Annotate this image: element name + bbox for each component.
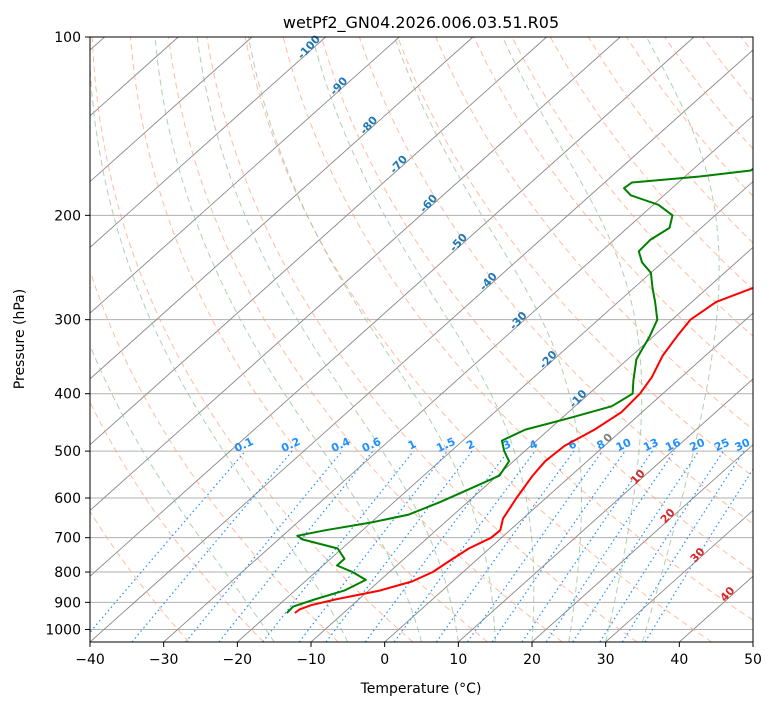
plot-frame bbox=[89, 36, 754, 643]
isotherm-line bbox=[458, 378, 753, 642]
chart-title: wetPf2_GN04.2026.006.03.51.R05 bbox=[283, 13, 559, 33]
dry-adiabat-line bbox=[168, 37, 563, 642]
y-axis-ticks: 100 200 300 400 500 600 700 800 900 1000 bbox=[45, 30, 90, 638]
mixing-ratio-label: 13 bbox=[641, 436, 660, 454]
x-tick-label: −20 bbox=[223, 652, 253, 668]
x-tick-label: −10 bbox=[296, 652, 326, 668]
dry-adiabat-line bbox=[91, 37, 414, 642]
mixing-ratio-label: 30 bbox=[733, 436, 753, 454]
isotherm-line bbox=[90, 37, 400, 314]
mixing-ratio-line bbox=[521, 450, 653, 642]
dry-adiabat-line bbox=[320, 37, 753, 573]
moist-adiabat-line bbox=[642, 37, 720, 642]
moist-adiabat-line bbox=[90, 344, 275, 642]
x-tick-label: 40 bbox=[670, 652, 688, 668]
x-axis-title: Temperature (°C) bbox=[360, 681, 482, 697]
isotherm-line bbox=[90, 37, 547, 446]
isotherm-line bbox=[605, 509, 753, 642]
y-tick-label: 400 bbox=[54, 387, 81, 403]
y-tick-label: 900 bbox=[54, 595, 81, 611]
mixing-ratio-line bbox=[435, 450, 575, 642]
moist-adiabat-line bbox=[247, 37, 496, 642]
dry-adiabat-line bbox=[358, 37, 753, 525]
dry-adiabat-line bbox=[282, 37, 753, 621]
dry-adiabat-line bbox=[90, 269, 339, 642]
dry-adiabat-line bbox=[206, 37, 638, 642]
mixing-ratio-line bbox=[491, 450, 626, 642]
isotherm-line bbox=[163, 115, 753, 642]
isotherm-line bbox=[90, 37, 253, 183]
y-tick-label: 600 bbox=[54, 491, 81, 507]
dry-adiabat-line bbox=[90, 510, 190, 642]
x-tick-label: 10 bbox=[449, 652, 467, 668]
mixing-ratio-line bbox=[262, 450, 415, 642]
dry-adiabat-line bbox=[244, 37, 712, 642]
mixing-ratio-label: 10 bbox=[614, 436, 634, 454]
isotherm-line bbox=[237, 180, 753, 642]
moist-adiabat-line bbox=[90, 54, 349, 642]
mixing-ratio-line bbox=[90, 450, 246, 634]
dry-adiabat-line bbox=[130, 37, 488, 642]
mixing-ratio-line bbox=[644, 468, 753, 642]
x-axis-ticks: −40 −30 −20 −10 0 10 20 30 40 50 bbox=[75, 642, 762, 668]
dry-adiabat-line bbox=[549, 37, 753, 291]
isotherm-line bbox=[90, 37, 326, 248]
dry-adiabat-line bbox=[511, 37, 753, 337]
y-tick-label: 800 bbox=[54, 565, 81, 581]
isotherm-line bbox=[384, 312, 753, 642]
dewpoint-profile-line bbox=[286, 167, 753, 614]
moist-adiabat-line bbox=[154, 37, 422, 642]
mixing-ratio-line bbox=[621, 450, 745, 642]
isotherm-line bbox=[90, 37, 474, 380]
isotherm-line bbox=[90, 37, 621, 512]
moist-adiabat-line bbox=[196, 37, 459, 642]
mixing-ratio-line bbox=[218, 450, 374, 642]
mixing-ratio-label: 16 bbox=[663, 436, 683, 454]
profile-series bbox=[286, 167, 753, 614]
moist-adiabat-line bbox=[394, 37, 582, 642]
mixing-ratio-line bbox=[467, 450, 603, 642]
y-tick-label: 500 bbox=[54, 444, 81, 460]
mixing-ratio-line bbox=[545, 450, 675, 642]
dry-adiabat-line bbox=[473, 37, 753, 384]
mixing-ratio-line bbox=[599, 450, 724, 642]
y-tick-label: 700 bbox=[54, 531, 81, 547]
y-tick-label: 300 bbox=[54, 313, 81, 329]
temperature-profile-line bbox=[294, 286, 753, 614]
mixing-ratio-line bbox=[572, 450, 700, 642]
y-tick-label: 100 bbox=[54, 30, 81, 46]
x-tick-label: 0 bbox=[380, 652, 389, 668]
y-tick-label: 200 bbox=[54, 208, 81, 224]
thermo-background-lines bbox=[90, 37, 753, 642]
y-axis-title: Pressure (hPa) bbox=[12, 289, 28, 389]
mixing-ratio-label: 20 bbox=[688, 436, 708, 454]
dry-adiabat-line bbox=[397, 37, 753, 478]
mixing-ratio-label: 25 bbox=[712, 436, 731, 454]
y-tick-label: 1000 bbox=[45, 622, 81, 638]
moist-adiabat-line bbox=[502, 37, 643, 642]
x-tick-label: 30 bbox=[597, 652, 615, 668]
x-tick-label: −40 bbox=[75, 652, 105, 668]
isotherm-line bbox=[531, 444, 753, 642]
isotherm-line bbox=[90, 37, 695, 577]
dry-adiabat-line bbox=[435, 37, 753, 431]
x-tick-label: 50 bbox=[744, 652, 762, 668]
mixing-ratio-line bbox=[325, 450, 473, 642]
x-tick-label: 20 bbox=[523, 652, 541, 668]
x-tick-label: −30 bbox=[149, 652, 179, 668]
